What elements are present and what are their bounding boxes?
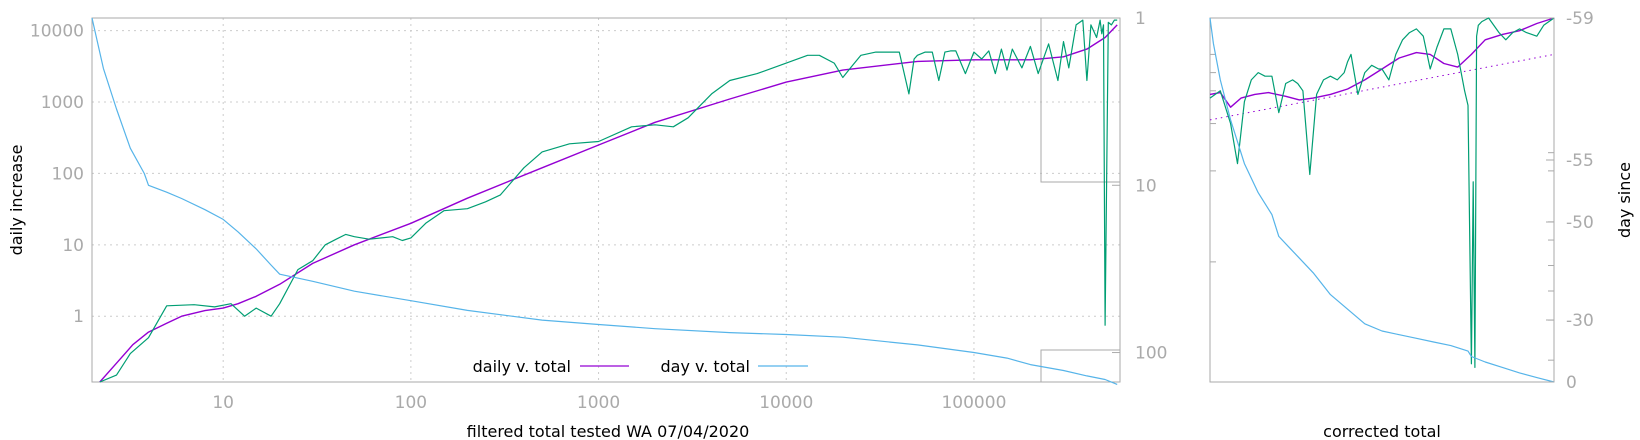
series-day xyxy=(91,17,1118,385)
x-axis-label: filtered total tested WA 07/04/2020 xyxy=(467,422,750,440)
corrected-chart-panel: -59 -55 -50 -30 0 corrected total day since xyxy=(1209,9,1634,440)
grid-lines xyxy=(92,18,1120,382)
legend: daily v. total day v. total xyxy=(473,357,808,376)
tick-labels-right: -59 -55 -50 -30 0 xyxy=(1546,9,1594,393)
y-tick-label: 1 xyxy=(73,307,84,327)
inset-marker-bottom xyxy=(1040,349,1120,382)
x-tick-label: 100 xyxy=(395,393,427,413)
x-tick-label: 100000 xyxy=(941,393,1006,413)
y-tick-label: 10 xyxy=(62,236,84,256)
y2-tick-label: 1 xyxy=(1135,9,1146,29)
y-tick-label: 10000 xyxy=(30,22,84,42)
series-lines-right xyxy=(1209,17,1555,383)
series-lines xyxy=(91,17,1118,385)
minor-ticks xyxy=(1210,53,1554,361)
y2-tick-label-right: -30 xyxy=(1566,311,1594,331)
series-corrected-day xyxy=(1209,17,1555,383)
tick-labels: 10 100 1000 10000 100000 1 10 100 1000 10000 1 10 10… xyxy=(30,9,1168,413)
y2-tick-label-right: -50 xyxy=(1566,213,1594,233)
series-daily-smoothed xyxy=(99,24,1118,383)
y-axis-label: daily increase xyxy=(7,145,26,256)
legend-label-day: day v. total xyxy=(661,357,751,376)
series-corrected-trend xyxy=(1209,53,1555,121)
x-tick-label: 10 xyxy=(212,393,234,413)
main-chart-panel: 10 100 1000 10000 100000 1 10 100 1000 10000 1 10 10… xyxy=(7,9,1167,440)
y2-tick-label-right: -59 xyxy=(1566,9,1594,29)
y2-tick-label: 10 xyxy=(1135,176,1157,196)
inset-marker-top xyxy=(1040,18,1120,183)
legend-label-daily: daily v. total xyxy=(473,357,571,376)
plot-frame xyxy=(91,17,1121,383)
y-tick-label: 1000 xyxy=(41,93,84,113)
x-tick-label: 1000 xyxy=(577,393,620,413)
y2-tick-label: 100 xyxy=(1135,344,1167,364)
inset-markers xyxy=(1040,18,1120,382)
x-axis-label-right: corrected total xyxy=(1323,422,1441,440)
x-tick-label: 10000 xyxy=(759,393,813,413)
plot-frame-right xyxy=(1209,17,1555,383)
series-daily-raw xyxy=(99,19,1118,383)
y2-tick-label-right: -55 xyxy=(1566,151,1594,171)
series-corrected-raw xyxy=(1209,17,1555,368)
y2-axis-label-right: day since xyxy=(1615,162,1634,238)
series-corrected-smoothed xyxy=(1209,17,1555,108)
y2-tick-label-right: 0 xyxy=(1566,373,1577,393)
y-tick-label: 100 xyxy=(52,164,84,184)
